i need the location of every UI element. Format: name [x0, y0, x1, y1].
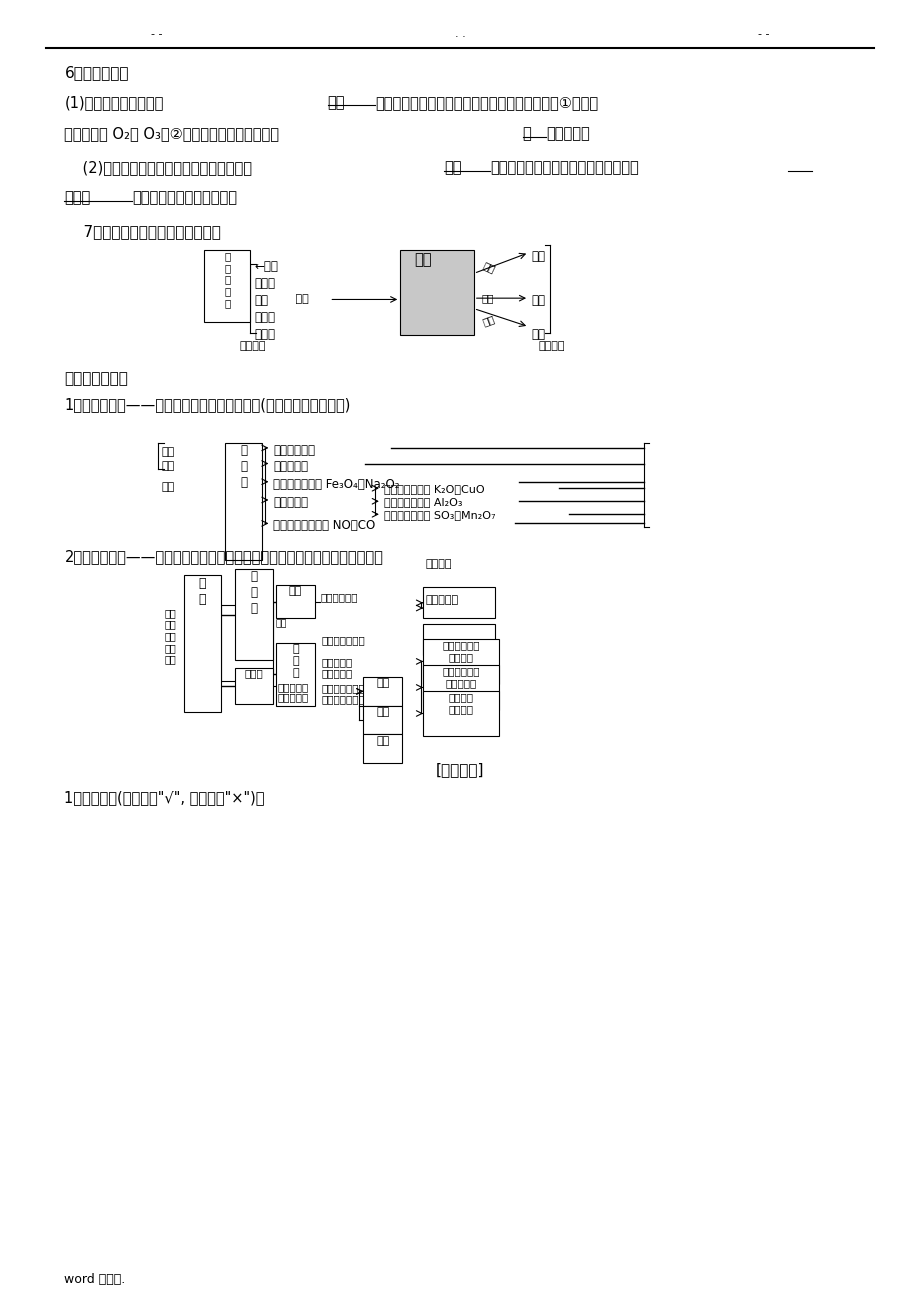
Text: [自我检测]: [自我检测]: [436, 762, 483, 777]
Text: 6．同素异形体: 6．同素异形体: [64, 65, 129, 81]
Text: 7．元素、微粒及物质间的关系图: 7．元素、微粒及物质间的关系图: [64, 224, 221, 240]
Text: 化
合
物: 化 合 物: [291, 644, 299, 677]
Text: 非金属单质: 非金属单质: [425, 595, 458, 605]
Text: 2．树状分类法——按不同层次对物质进行逐级分类，各层之间属于包含关系。: 2．树状分类法——按不同层次对物质进行逐级分类，各层之间属于包含关系。: [64, 549, 383, 565]
Bar: [225, 443, 262, 560]
Text: word 可编辑.: word 可编辑.: [64, 1273, 126, 1286]
Text: 原子: 原子: [531, 294, 545, 307]
Text: 金属氧化物: 金属氧化物: [273, 460, 308, 473]
Bar: [363, 677, 402, 706]
Bar: [400, 250, 473, 335]
Text: 数不同，如 O₂和 O₃；②原子排列方式不同，如金: 数不同，如 O₂和 O₃；②原子排列方式不同，如金: [64, 126, 279, 142]
Text: 氧
化
物: 氧 化 物: [240, 444, 247, 490]
Text: 物
质: 物 质: [199, 577, 206, 605]
Text: 融状态是否导电: 融状态是否导电: [322, 694, 366, 704]
Text: 离子化合物、
共价化合物: 离子化合物、 共价化合物: [442, 667, 479, 689]
Bar: [363, 734, 402, 763]
Text: 二、物质的分类: 二、物质的分类: [64, 371, 128, 387]
Text: (2)同素异形体之间的性质差异主要体现在: (2)同素异形体之间的性质差异主要体现在: [64, 160, 252, 176]
Text: 1．判断正误(正确的打"√", 错误的打"×")。: 1．判断正误(正确的打"√", 错误的打"×")。: [64, 790, 265, 806]
Text: 电解质、
非电解质: 电解质、 非电解质: [448, 693, 473, 715]
Bar: [423, 639, 498, 684]
Text: 按化合物的: 按化合物的: [322, 658, 353, 668]
Text: 特殊氧化物，如 Fe₃O₄、Na₂O₂: 特殊氧化物，如 Fe₃O₄、Na₂O₂: [273, 478, 400, 491]
Bar: [276, 585, 314, 618]
Text: 成盐氧化物: 成盐氧化物: [273, 496, 308, 509]
Text: 酸、碱、盐、
氧化物等: 酸、碱、盐、 氧化物等: [442, 641, 479, 663]
Text: 游离态: 游离态: [255, 277, 276, 290]
Text: ，但不属于氧化还原反应。: ，但不属于氧化还原反应。: [132, 190, 237, 206]
Bar: [276, 643, 314, 706]
Text: 按组成物
质的元素
种类: 按组成物 质的元素 种类: [276, 599, 299, 629]
Text: 刚: 刚: [522, 126, 531, 142]
Bar: [423, 587, 494, 618]
Text: 构成: 构成: [481, 260, 496, 275]
Text: 不成盐氧化物，如 NO、CO: 不成盐氧化物，如 NO、CO: [273, 519, 375, 533]
Text: 元素: 元素: [255, 294, 268, 307]
Text: 物质: 物质: [414, 253, 432, 268]
Text: 化合物: 化合物: [255, 328, 276, 341]
Text: 按元素的性质: 按元素的性质: [320, 592, 357, 603]
Text: 单质: 单质: [289, 586, 301, 596]
Bar: [423, 691, 498, 736]
Bar: [423, 624, 494, 655]
Text: 叫同素异形体。同素异形体的形成有两种方式：①原子个: 叫同素异形体。同素异形体的形成有两种方式：①原子个: [375, 95, 598, 111]
Text: 同
素
异
形
体: 同 素 异 形 体: [224, 251, 230, 307]
Text: 学变化: 学变化: [64, 190, 91, 206]
Text: 化合态: 化合态: [255, 311, 276, 324]
Text: 单质: 单质: [327, 95, 345, 111]
Text: 物理: 物理: [444, 160, 461, 176]
Text: 微观角度: 微观角度: [539, 341, 564, 352]
Text: 子直径大小: 子直径大小: [278, 693, 309, 703]
Text: 构成: 构成: [481, 314, 495, 328]
Text: 石和石墨。: 石和石墨。: [546, 126, 590, 142]
Text: 按分散质粒: 按分散质粒: [278, 682, 309, 693]
Text: - -: - -: [757, 29, 768, 39]
Bar: [363, 706, 402, 734]
Text: 非金属氧化物: 非金属氧化物: [273, 444, 315, 457]
Text: 性质上，同素异形体之间的转化属于化: 性质上，同素异形体之间的转化属于化: [490, 160, 639, 176]
Text: ←单质: ←单质: [255, 260, 278, 273]
Text: 1．交叉分类法——从不同角度对物质进行分类(如图为氧化物的分类): 1．交叉分类法——从不同角度对物质进行分类(如图为氧化物的分类): [64, 397, 350, 413]
Text: 构成: 构成: [481, 293, 494, 303]
Text: 金属单质: 金属单质: [425, 559, 451, 569]
Text: 浊液: 浊液: [376, 736, 389, 746]
Text: 两性氧化物，如 Al₂O₃: 两性氧化物，如 Al₂O₃: [383, 497, 461, 508]
Text: 分子: 分子: [531, 328, 545, 341]
Text: 组成和结构: 组成和结构: [322, 668, 353, 678]
Text: 胶体: 胶体: [376, 707, 389, 717]
Text: 组成: 组成: [291, 294, 308, 305]
Text: 组成: 组成: [162, 447, 175, 457]
Text: 混合物: 混合物: [244, 668, 263, 678]
Bar: [184, 575, 221, 712]
Text: (1)同种元素形成的不同: (1)同种元素形成的不同: [64, 95, 164, 111]
Text: 碱性氧化物，如 K₂O、CuO: 碱性氧化物，如 K₂O、CuO: [383, 484, 483, 495]
Text: 性质: 性质: [162, 482, 175, 492]
Bar: [204, 250, 250, 322]
Text: 宏观角度: 宏观角度: [240, 341, 266, 352]
Text: - -: - -: [151, 29, 162, 39]
Text: 按在水溶液或熔: 按在水溶液或熔: [322, 684, 366, 694]
Text: 酸性氧化物，如 SO₃、Mn₂O₇: 酸性氧化物，如 SO₃、Mn₂O₇: [383, 510, 494, 521]
Text: . .: . .: [454, 29, 465, 39]
Text: 按化合物的性质: 按化合物的性质: [322, 635, 366, 646]
Bar: [423, 665, 498, 710]
Text: 溶液: 溶液: [376, 678, 389, 689]
Text: 离子: 离子: [531, 250, 545, 263]
Text: 按是
否由
同种
物质
组成: 按是 否由 同种 物质 组成: [165, 608, 176, 664]
Bar: [234, 569, 273, 660]
Text: 纯
净
物: 纯 净 物: [250, 570, 257, 616]
Text: 元素: 元素: [162, 461, 175, 471]
Bar: [234, 668, 273, 704]
